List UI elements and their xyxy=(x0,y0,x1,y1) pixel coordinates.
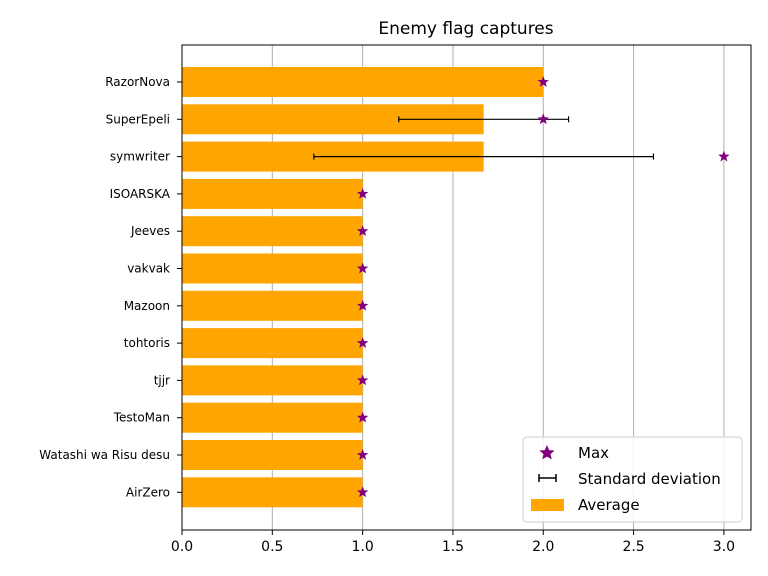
legend-std-marker xyxy=(538,474,557,482)
x-tick-label: 0.0 xyxy=(171,539,193,555)
plot-frame xyxy=(181,44,752,531)
legend-max-marker xyxy=(539,445,555,460)
y-tick-label: tjjr xyxy=(154,373,170,387)
chart-title: Enemy flag captures xyxy=(378,19,553,39)
x-tick-label: 2.0 xyxy=(532,539,554,555)
x-tick-label: 0.5 xyxy=(261,539,283,555)
max-marker xyxy=(718,150,730,162)
y-tick-label: TestoMan xyxy=(113,411,170,425)
y-tick-label: tohtoris xyxy=(124,336,170,350)
y-tick-label: Jeeves xyxy=(130,224,170,238)
legend-average-label: Average xyxy=(578,496,640,514)
x-axis: 0.0 0.5 1.0 1.5 2.0 2.5 3.0 xyxy=(171,530,735,555)
bar xyxy=(182,402,363,433)
legend-std-label: Standard deviation xyxy=(578,470,721,488)
bar xyxy=(182,328,363,359)
legend-box xyxy=(522,436,743,523)
max-marker xyxy=(356,486,369,498)
bar xyxy=(182,290,363,321)
max-marker xyxy=(356,262,369,274)
y-tick-label: AirZero xyxy=(126,485,170,499)
max-marker xyxy=(356,374,369,386)
y-tick-label: symwriter xyxy=(110,150,170,164)
bar xyxy=(182,440,363,470)
bar xyxy=(182,477,363,508)
bar xyxy=(182,253,363,284)
x-tick-label: 3.0 xyxy=(713,539,735,555)
bar xyxy=(182,216,363,247)
y-axis: RazorNova SuperEpeli symwriter ISOARSKA Jeev… xyxy=(39,75,182,499)
max-marker xyxy=(356,449,369,460)
x-tick-label: 1.5 xyxy=(442,539,464,555)
max-marker xyxy=(356,299,369,311)
y-tick-label: vakvak xyxy=(127,262,170,276)
max-marker xyxy=(356,337,369,348)
max-marker xyxy=(356,225,369,237)
max-marker xyxy=(356,187,369,199)
bar xyxy=(182,365,363,396)
y-tick-label: SuperEpeli xyxy=(106,112,170,126)
max-markers xyxy=(356,76,730,498)
max-marker xyxy=(356,411,369,423)
max-marker xyxy=(537,76,549,87)
legend-max-label: Max xyxy=(578,444,609,462)
bar xyxy=(182,178,363,209)
x-tick-label: 2.5 xyxy=(622,539,644,555)
y-tick-label: RazorNova xyxy=(105,75,170,89)
y-tick-label: Watashi wa Risu desu xyxy=(39,448,170,462)
y-tick-label: Mazoon xyxy=(124,299,170,313)
x-tick-label: 1.0 xyxy=(352,539,374,555)
y-tick-label: ISOARSKA xyxy=(110,187,171,201)
bar xyxy=(182,67,544,97)
legend-average-swatch xyxy=(531,499,564,511)
legend: Max Standard deviation Average xyxy=(522,436,743,523)
max-marker xyxy=(537,113,549,125)
